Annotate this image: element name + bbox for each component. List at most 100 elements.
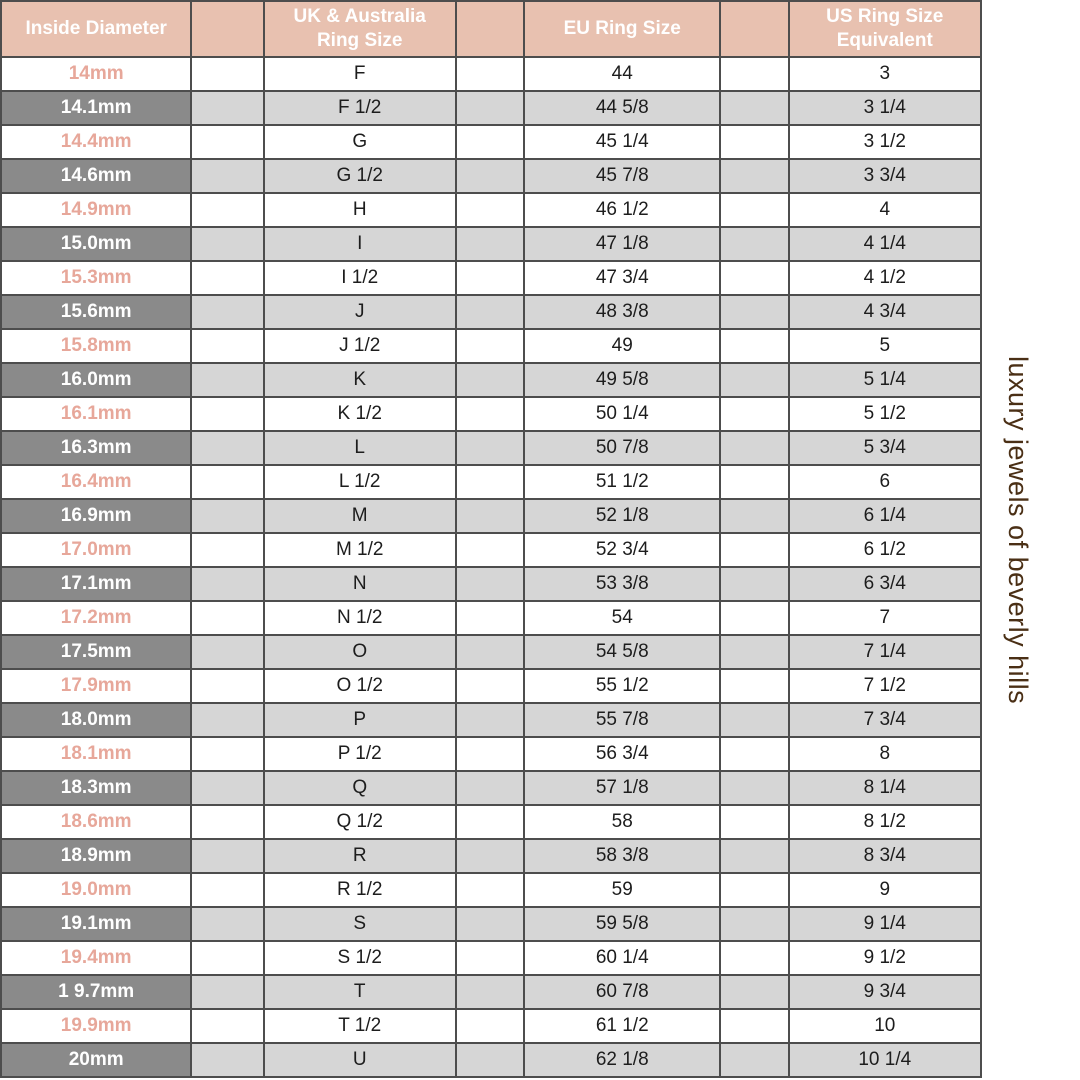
cell-uk-size: I 1/2 (262, 260, 457, 296)
spacer-cell (190, 90, 265, 126)
cell-eu-size: 46 1/2 (523, 192, 722, 228)
cell-us-size: 7 3/4 (787, 702, 983, 738)
cell-uk-size: N (262, 566, 457, 602)
vertical-brand-text: luxury jewels of beverly hills (1003, 356, 1033, 705)
cell-uk-size: T (262, 974, 457, 1010)
cell-inside-diameter: 18.3mm (0, 770, 193, 806)
cell-inside-diameter: 15.3mm (0, 260, 193, 296)
cell-inside-diameter: 14.4mm (0, 124, 193, 160)
spacer-cell (190, 566, 265, 602)
table-row: 17.2mm N 1/2 54 7 (0, 600, 983, 636)
table-row: 15.0mm I 47 1/8 4 1/4 (0, 226, 983, 262)
cell-us-size: 4 1/4 (787, 226, 983, 262)
spacer-cell (190, 838, 265, 874)
cell-inside-diameter: 14.6mm (0, 158, 193, 194)
ring-size-table-body: 14mm F 44 3 14.1mm F 1/2 44 5/8 3 1/4 14.4mm G 45 … (0, 56, 983, 1078)
cell-us-size: 8 1/4 (787, 770, 983, 806)
cell-inside-diameter: 14.1mm (0, 90, 193, 126)
cell-us-size: 8 (787, 736, 983, 772)
spacer-cell (454, 430, 526, 466)
spacer-cell (190, 634, 265, 670)
header-spacer (454, 0, 526, 58)
spacer-cell (454, 226, 526, 262)
spacer-cell (719, 430, 790, 466)
spacer-cell (190, 940, 265, 976)
spacer-cell (190, 804, 265, 840)
spacer-cell (190, 124, 265, 160)
cell-inside-diameter: 17.1mm (0, 566, 193, 602)
spacer-cell (719, 668, 790, 704)
spacer-cell (719, 1042, 790, 1078)
spacer-cell (454, 940, 526, 976)
cell-us-size: 9 (787, 872, 983, 908)
header-spacer (719, 0, 790, 58)
table-row: 14.6mm G 1/2 45 7/8 3 3/4 (0, 158, 983, 194)
header-row: Inside Diameter UK & Australia Ring Size… (0, 0, 983, 58)
header-eu-size: EU Ring Size (523, 0, 722, 58)
spacer-cell (719, 90, 790, 126)
table-row: 18.0mm P 55 7/8 7 3/4 (0, 702, 983, 738)
spacer-cell (719, 226, 790, 262)
cell-us-size: 6 (787, 464, 983, 500)
cell-uk-size: M 1/2 (262, 532, 457, 568)
cell-inside-diameter: 16.9mm (0, 498, 193, 534)
header-inside-diameter: Inside Diameter (0, 0, 193, 58)
cell-uk-size: F (262, 56, 457, 92)
cell-uk-size: U (262, 1042, 457, 1078)
spacer-cell (454, 464, 526, 500)
cell-uk-size: K (262, 362, 457, 398)
cell-eu-size: 52 1/8 (523, 498, 722, 534)
table-row: 18.9mm R 58 3/8 8 3/4 (0, 838, 983, 874)
table-row: 18.3mm Q 57 1/8 8 1/4 (0, 770, 983, 806)
cell-us-size: 5 3/4 (787, 430, 983, 466)
cell-uk-size: Q 1/2 (262, 804, 457, 840)
spacer-cell (454, 328, 526, 364)
cell-uk-size: M (262, 498, 457, 534)
cell-us-size: 8 1/2 (787, 804, 983, 840)
cell-eu-size: 47 3/4 (523, 260, 722, 296)
cell-uk-size: G (262, 124, 457, 160)
cell-uk-size: H (262, 192, 457, 228)
header-uk-australia-size: UK & Australia Ring Size (262, 0, 457, 58)
cell-us-size: 6 3/4 (787, 566, 983, 602)
cell-eu-size: 50 1/4 (523, 396, 722, 432)
spacer-cell (190, 260, 265, 296)
cell-us-size: 5 (787, 328, 983, 364)
header-spacer (190, 0, 265, 58)
spacer-cell (454, 770, 526, 806)
cell-us-size: 3 3/4 (787, 158, 983, 194)
spacer-cell (719, 600, 790, 636)
header-us-size-equivalent: US Ring Size Equivalent (787, 0, 983, 58)
cell-us-size: 3 1/4 (787, 90, 983, 126)
table-row: 16.4mm L 1/2 51 1/2 6 (0, 464, 983, 500)
cell-uk-size: I (262, 226, 457, 262)
cell-eu-size: 51 1/2 (523, 464, 722, 500)
cell-inside-diameter: 17.0mm (0, 532, 193, 568)
spacer-cell (719, 838, 790, 874)
spacer-cell (454, 56, 526, 92)
spacer-cell (190, 328, 265, 364)
table-row: 14mm F 44 3 (0, 56, 983, 92)
spacer-cell (190, 702, 265, 738)
cell-eu-size: 52 3/4 (523, 532, 722, 568)
spacer-cell (190, 1042, 265, 1078)
cell-uk-size: Q (262, 770, 457, 806)
cell-inside-diameter: 15.8mm (0, 328, 193, 364)
cell-uk-size: R (262, 838, 457, 874)
spacer-cell (454, 532, 526, 568)
spacer-cell (190, 770, 265, 806)
cell-us-size: 8 3/4 (787, 838, 983, 874)
spacer-cell (454, 736, 526, 772)
cell-us-size: 9 1/2 (787, 940, 983, 976)
cell-inside-diameter: 16.1mm (0, 396, 193, 432)
spacer-cell (719, 940, 790, 976)
cell-eu-size: 45 7/8 (523, 158, 722, 194)
spacer-cell (190, 532, 265, 568)
spacer-cell (454, 906, 526, 942)
cell-eu-size: 54 5/8 (523, 634, 722, 670)
cell-inside-diameter: 18.0mm (0, 702, 193, 738)
spacer-cell (190, 498, 265, 534)
cell-inside-diameter: 16.4mm (0, 464, 193, 500)
cell-uk-size: O (262, 634, 457, 670)
spacer-cell (454, 396, 526, 432)
